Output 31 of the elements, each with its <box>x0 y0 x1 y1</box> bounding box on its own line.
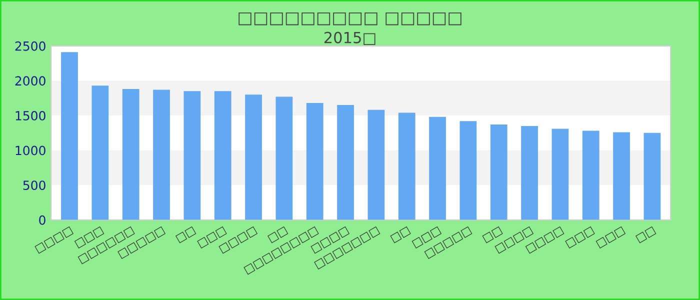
bar <box>306 102 324 220</box>
bar <box>153 90 170 220</box>
bar <box>122 89 140 220</box>
y-tick-label: 1000 <box>16 146 46 156</box>
x-tick-label: □□ <box>636 226 656 244</box>
bar <box>644 132 661 220</box>
y-tick-label: 2000 <box>15 76 46 86</box>
y-tick-label: 2500 <box>15 41 46 51</box>
x-tick-label: □□ <box>176 226 196 244</box>
bar <box>61 52 78 220</box>
bar <box>582 130 600 220</box>
bar <box>398 112 416 220</box>
bar <box>490 124 508 220</box>
bar <box>521 126 538 220</box>
bar <box>337 105 354 220</box>
bar <box>613 132 630 220</box>
y-tick-label: 500 <box>23 180 46 190</box>
bar <box>552 128 569 220</box>
bar <box>460 121 477 220</box>
chart-subtitle: 2015□ <box>324 32 376 45</box>
bar <box>245 94 262 220</box>
bar <box>429 116 446 220</box>
bar <box>92 86 109 220</box>
bar <box>276 96 293 220</box>
x-tick-label: □□ <box>390 226 411 244</box>
bar <box>368 110 385 220</box>
y-tick-label: 1500 <box>16 110 46 120</box>
chart-title: □□□□□□□□□ □□□□□ <box>238 12 462 26</box>
bar <box>214 91 232 220</box>
y-tick-label: 0 <box>39 215 46 225</box>
bar <box>184 91 201 220</box>
